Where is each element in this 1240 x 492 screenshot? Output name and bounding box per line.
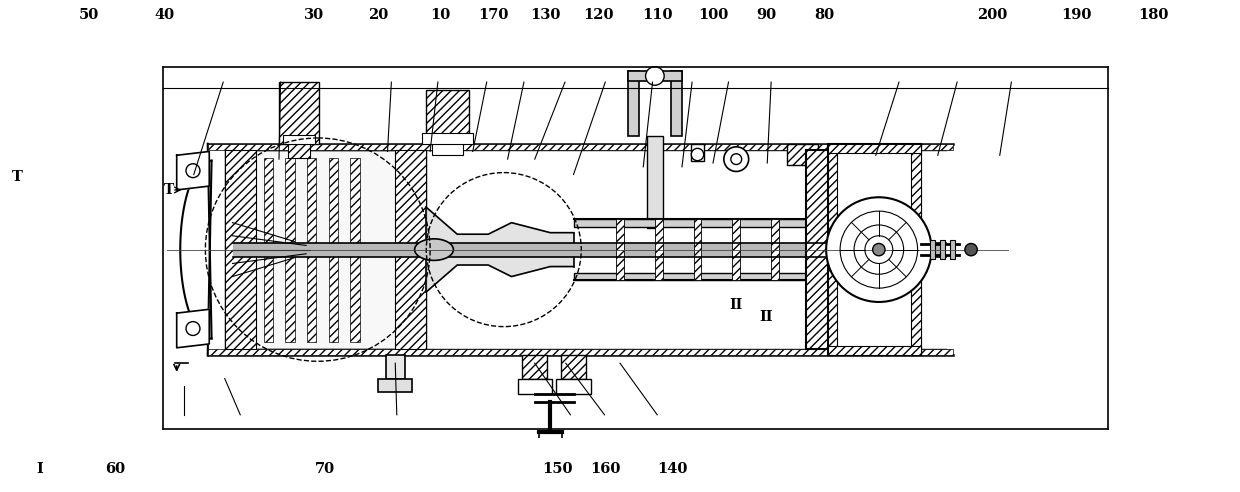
Polygon shape [176, 152, 210, 190]
Bar [433, 140, 463, 155]
Bar [616, 219, 624, 280]
Text: 170: 170 [479, 8, 508, 22]
Bar [771, 219, 779, 280]
Bar [518, 378, 552, 394]
Bar [560, 356, 585, 378]
Bar [263, 157, 273, 341]
Bar [207, 144, 954, 150]
Text: 180: 180 [1138, 8, 1168, 22]
Circle shape [186, 164, 200, 178]
Circle shape [692, 149, 704, 161]
Bar [627, 70, 682, 81]
Text: II: II [729, 299, 743, 312]
Text: 200: 200 [977, 8, 1007, 22]
Bar [386, 356, 404, 378]
Bar [378, 378, 413, 393]
Text: 30: 30 [304, 8, 324, 22]
Text: T: T [12, 170, 22, 184]
Bar [786, 144, 817, 165]
Text: 190: 190 [1061, 8, 1091, 22]
Bar [396, 150, 427, 349]
Bar [224, 150, 255, 349]
Bar [655, 219, 662, 280]
Bar [647, 136, 662, 228]
Text: 80: 80 [815, 8, 835, 22]
Bar [627, 70, 639, 136]
Bar [538, 432, 562, 446]
Text: 50: 50 [79, 8, 99, 22]
Polygon shape [427, 207, 573, 292]
Circle shape [724, 147, 749, 171]
Bar [828, 346, 920, 356]
Bar [573, 219, 806, 226]
Text: 140: 140 [657, 462, 687, 476]
Bar [224, 150, 427, 349]
Bar [950, 241, 955, 259]
Text: 40: 40 [155, 8, 175, 22]
Bar [233, 243, 945, 256]
Bar [306, 157, 316, 341]
Text: 150: 150 [543, 462, 573, 476]
Text: 10: 10 [430, 8, 450, 22]
Text: I: I [36, 462, 43, 476]
Text: 110: 110 [642, 8, 672, 22]
Circle shape [646, 67, 665, 85]
Circle shape [186, 322, 200, 336]
Circle shape [826, 197, 931, 302]
Bar [828, 144, 920, 356]
Bar [693, 219, 702, 280]
Text: 70: 70 [315, 462, 335, 476]
Bar [940, 241, 945, 259]
Bar [522, 356, 547, 378]
Text: 130: 130 [531, 8, 560, 22]
Text: 20: 20 [368, 8, 388, 22]
Text: II: II [760, 310, 773, 324]
Text: T: T [164, 183, 174, 197]
Bar [828, 144, 837, 356]
Bar [733, 219, 740, 280]
Bar [283, 134, 315, 144]
Bar [930, 241, 935, 259]
Bar [573, 273, 806, 280]
Bar [207, 349, 954, 356]
Bar [351, 157, 360, 341]
Bar [557, 378, 590, 394]
Bar [911, 144, 920, 356]
Circle shape [873, 244, 885, 256]
Circle shape [730, 154, 742, 164]
Text: 160: 160 [590, 462, 620, 476]
Bar [279, 82, 320, 144]
Bar [288, 144, 310, 157]
Bar [329, 157, 337, 341]
Bar [806, 150, 828, 349]
Bar [671, 70, 682, 136]
Circle shape [965, 244, 977, 256]
Text: 90: 90 [756, 8, 776, 22]
Text: 60: 60 [105, 462, 125, 476]
Bar [828, 144, 920, 153]
Bar [285, 157, 295, 341]
Bar [692, 144, 704, 161]
Text: 120: 120 [584, 8, 614, 22]
Bar [423, 133, 472, 144]
Text: 100: 100 [698, 8, 728, 22]
Bar [427, 90, 469, 140]
Ellipse shape [414, 239, 454, 260]
Polygon shape [176, 309, 210, 348]
